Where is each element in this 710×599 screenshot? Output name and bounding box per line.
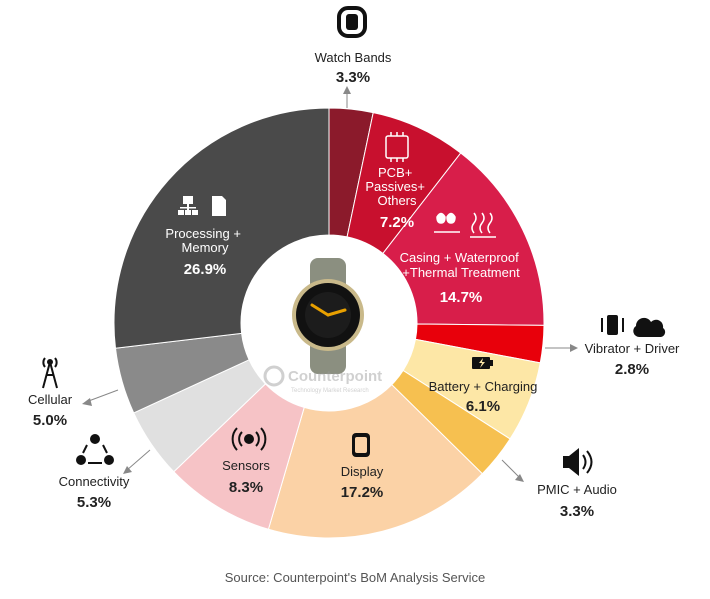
display-icon — [352, 433, 370, 457]
value-display: 17.2% — [341, 484, 384, 501]
connectivity-icon — [76, 434, 114, 465]
sensor-icon — [231, 427, 267, 451]
label-sensors: Sensors — [222, 458, 270, 473]
value-pcb: 7.2% — [380, 214, 414, 231]
label-connectivity: Connectivity — [59, 474, 130, 489]
value-pmic: 3.3% — [560, 503, 594, 520]
label-vibrator: Vibrator + Driver — [585, 341, 680, 356]
battery-icon — [472, 357, 493, 369]
cell-tower-icon — [42, 357, 58, 389]
speaker-icon — [563, 448, 593, 476]
label-pmic: PMIC + Audio — [537, 482, 617, 497]
processor-icon — [178, 196, 226, 216]
value-casing: 14.7% — [440, 289, 483, 306]
leader-connectivity — [126, 449, 151, 471]
value-processing: 26.9% — [184, 261, 227, 278]
label-battery: Battery + Charging — [429, 379, 538, 394]
casing-icon — [434, 212, 496, 238]
value-connectivity: 5.3% — [77, 494, 111, 511]
leader-lines — [82, 86, 578, 482]
watermark-tagline: Technology Market Research — [291, 388, 369, 394]
label-display: Display — [341, 464, 384, 479]
label-cellular: Cellular — [28, 392, 73, 407]
pcb-icon — [385, 132, 409, 162]
value-sensors: 8.3% — [229, 479, 263, 496]
value-vibrator: 2.8% — [615, 361, 649, 378]
leader-pmic — [501, 459, 521, 479]
label-pcb: PCB+ Passives+ Others — [365, 165, 428, 208]
watermark-brand: Counterpoint — [288, 368, 382, 385]
center-watch-image — [292, 258, 364, 374]
label-watch-bands: Watch Bands — [315, 50, 392, 65]
vibrator-icon — [601, 315, 666, 337]
counterpoint-watermark: Counterpoint Technology Market Research — [263, 365, 382, 394]
leader-cellular — [85, 389, 119, 403]
watch-band-icon — [337, 6, 367, 38]
label-processing: Processing + Memory — [165, 226, 244, 255]
labels-group: Watch Bands 3.3% PCB+ Passives+ Others 7… — [28, 50, 680, 520]
source-note: Source: Counterpoint's BoM Analysis Serv… — [224, 570, 486, 585]
value-cellular: 5.0% — [33, 412, 67, 429]
slices-group — [113, 107, 545, 539]
label-casing: Casing + Waterproof +Thermal Treatment — [400, 250, 523, 280]
value-battery: 6.1% — [466, 398, 500, 415]
value-watch-bands: 3.3% — [336, 69, 370, 86]
